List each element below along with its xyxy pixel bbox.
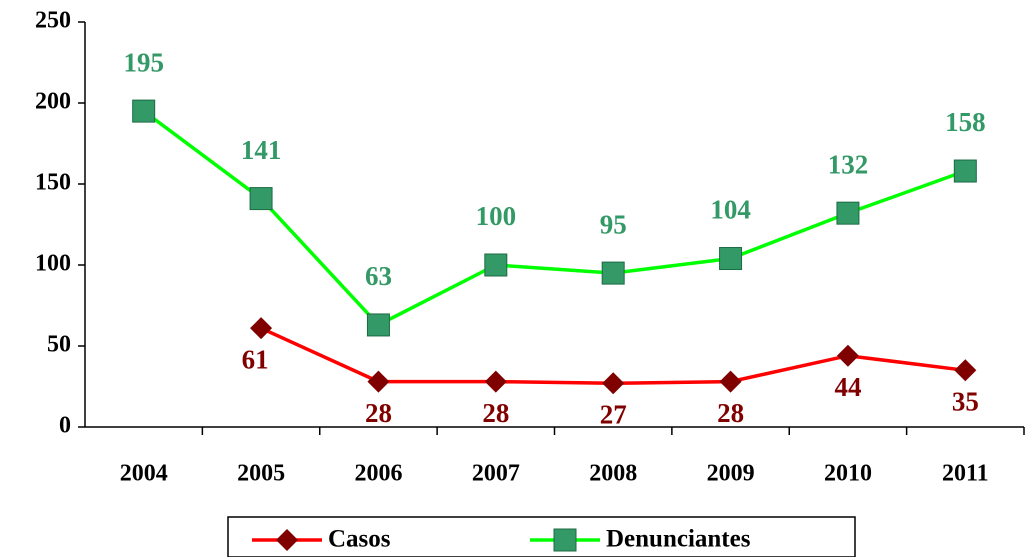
data-point bbox=[719, 247, 743, 271]
y-tick-label: 200 bbox=[35, 89, 71, 115]
data-point bbox=[250, 317, 273, 340]
data-point bbox=[132, 99, 156, 123]
data-point bbox=[954, 359, 977, 382]
y-tick-label: 50 bbox=[47, 332, 71, 358]
data-label: 195 bbox=[123, 47, 164, 77]
x-tick-label: 2011 bbox=[942, 461, 989, 487]
data-label: 132 bbox=[828, 149, 869, 179]
y-tick-label: 250 bbox=[35, 8, 71, 34]
x-tick-label: 2009 bbox=[707, 461, 755, 487]
x-tick-label: 2006 bbox=[354, 461, 402, 487]
data-label: 63 bbox=[365, 261, 392, 291]
data-point bbox=[367, 370, 390, 393]
y-tick-label: 0 bbox=[59, 413, 71, 439]
y-tick-label: 150 bbox=[35, 170, 71, 196]
data-label: 28 bbox=[365, 398, 392, 428]
legend-label: Denunciantes bbox=[606, 526, 751, 553]
data-label: 61 bbox=[242, 344, 269, 374]
x-tick-label: 2010 bbox=[824, 461, 872, 487]
x-tick-label: 2008 bbox=[589, 461, 637, 487]
data-point bbox=[484, 370, 507, 393]
data-point bbox=[953, 159, 977, 183]
data-point bbox=[484, 253, 508, 277]
y-tick-label: 100 bbox=[35, 251, 71, 277]
data-label: 28 bbox=[717, 398, 744, 428]
data-point bbox=[366, 313, 390, 337]
data-label: 141 bbox=[241, 135, 282, 165]
data-label: 44 bbox=[834, 372, 861, 402]
data-label: 95 bbox=[600, 209, 627, 239]
series-line bbox=[142, 109, 966, 328]
data-label: 158 bbox=[945, 107, 986, 137]
data-point bbox=[601, 261, 625, 285]
legend-marker bbox=[276, 529, 298, 551]
legend-marker bbox=[553, 528, 577, 552]
data-point bbox=[836, 201, 860, 225]
legend-box bbox=[227, 516, 856, 557]
x-tick-label: 2007 bbox=[472, 461, 520, 487]
data-label: 100 bbox=[476, 201, 517, 231]
data-point bbox=[836, 344, 859, 367]
data-label: 35 bbox=[952, 387, 979, 417]
x-tick-label: 2005 bbox=[237, 461, 285, 487]
x-tick-label: 2004 bbox=[120, 461, 168, 487]
legend-label: Casos bbox=[328, 526, 391, 553]
data-label: 27 bbox=[600, 399, 627, 429]
data-point bbox=[249, 187, 273, 211]
data-label: 28 bbox=[482, 398, 509, 428]
data-point bbox=[602, 372, 625, 395]
data-point bbox=[719, 370, 742, 393]
data-label: 104 bbox=[710, 195, 751, 225]
